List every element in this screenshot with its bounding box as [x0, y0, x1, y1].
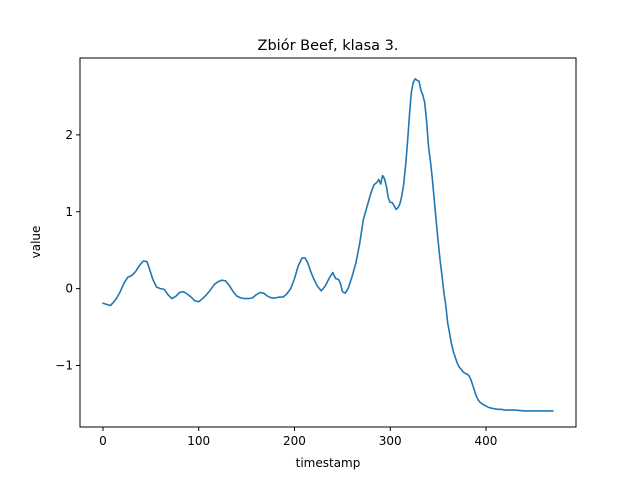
plot-area	[102, 78, 554, 412]
plot-frame	[79, 57, 577, 428]
series-line-0	[102, 78, 554, 412]
x-axis-label: timestamp	[296, 456, 361, 470]
y-tick-label: 1	[65, 205, 73, 219]
x-tick-label: 400	[475, 434, 498, 448]
x-tick-label: 100	[187, 434, 210, 448]
x-tick-label: 0	[99, 434, 107, 448]
y-tick-label: −1	[55, 359, 73, 373]
x-tick-label: 300	[379, 434, 402, 448]
x-tick-label: 200	[283, 434, 306, 448]
y-tick-label: 2	[65, 128, 73, 142]
y-tick-label: 0	[65, 282, 73, 296]
y-axis-ticks: 2 1 0 −1	[55, 128, 80, 373]
chart-title: Zbiór Beef, klasa 3.	[258, 38, 399, 54]
x-axis-ticks: 0 100 200 300 400	[99, 427, 497, 448]
y-axis-label: value	[29, 226, 43, 259]
